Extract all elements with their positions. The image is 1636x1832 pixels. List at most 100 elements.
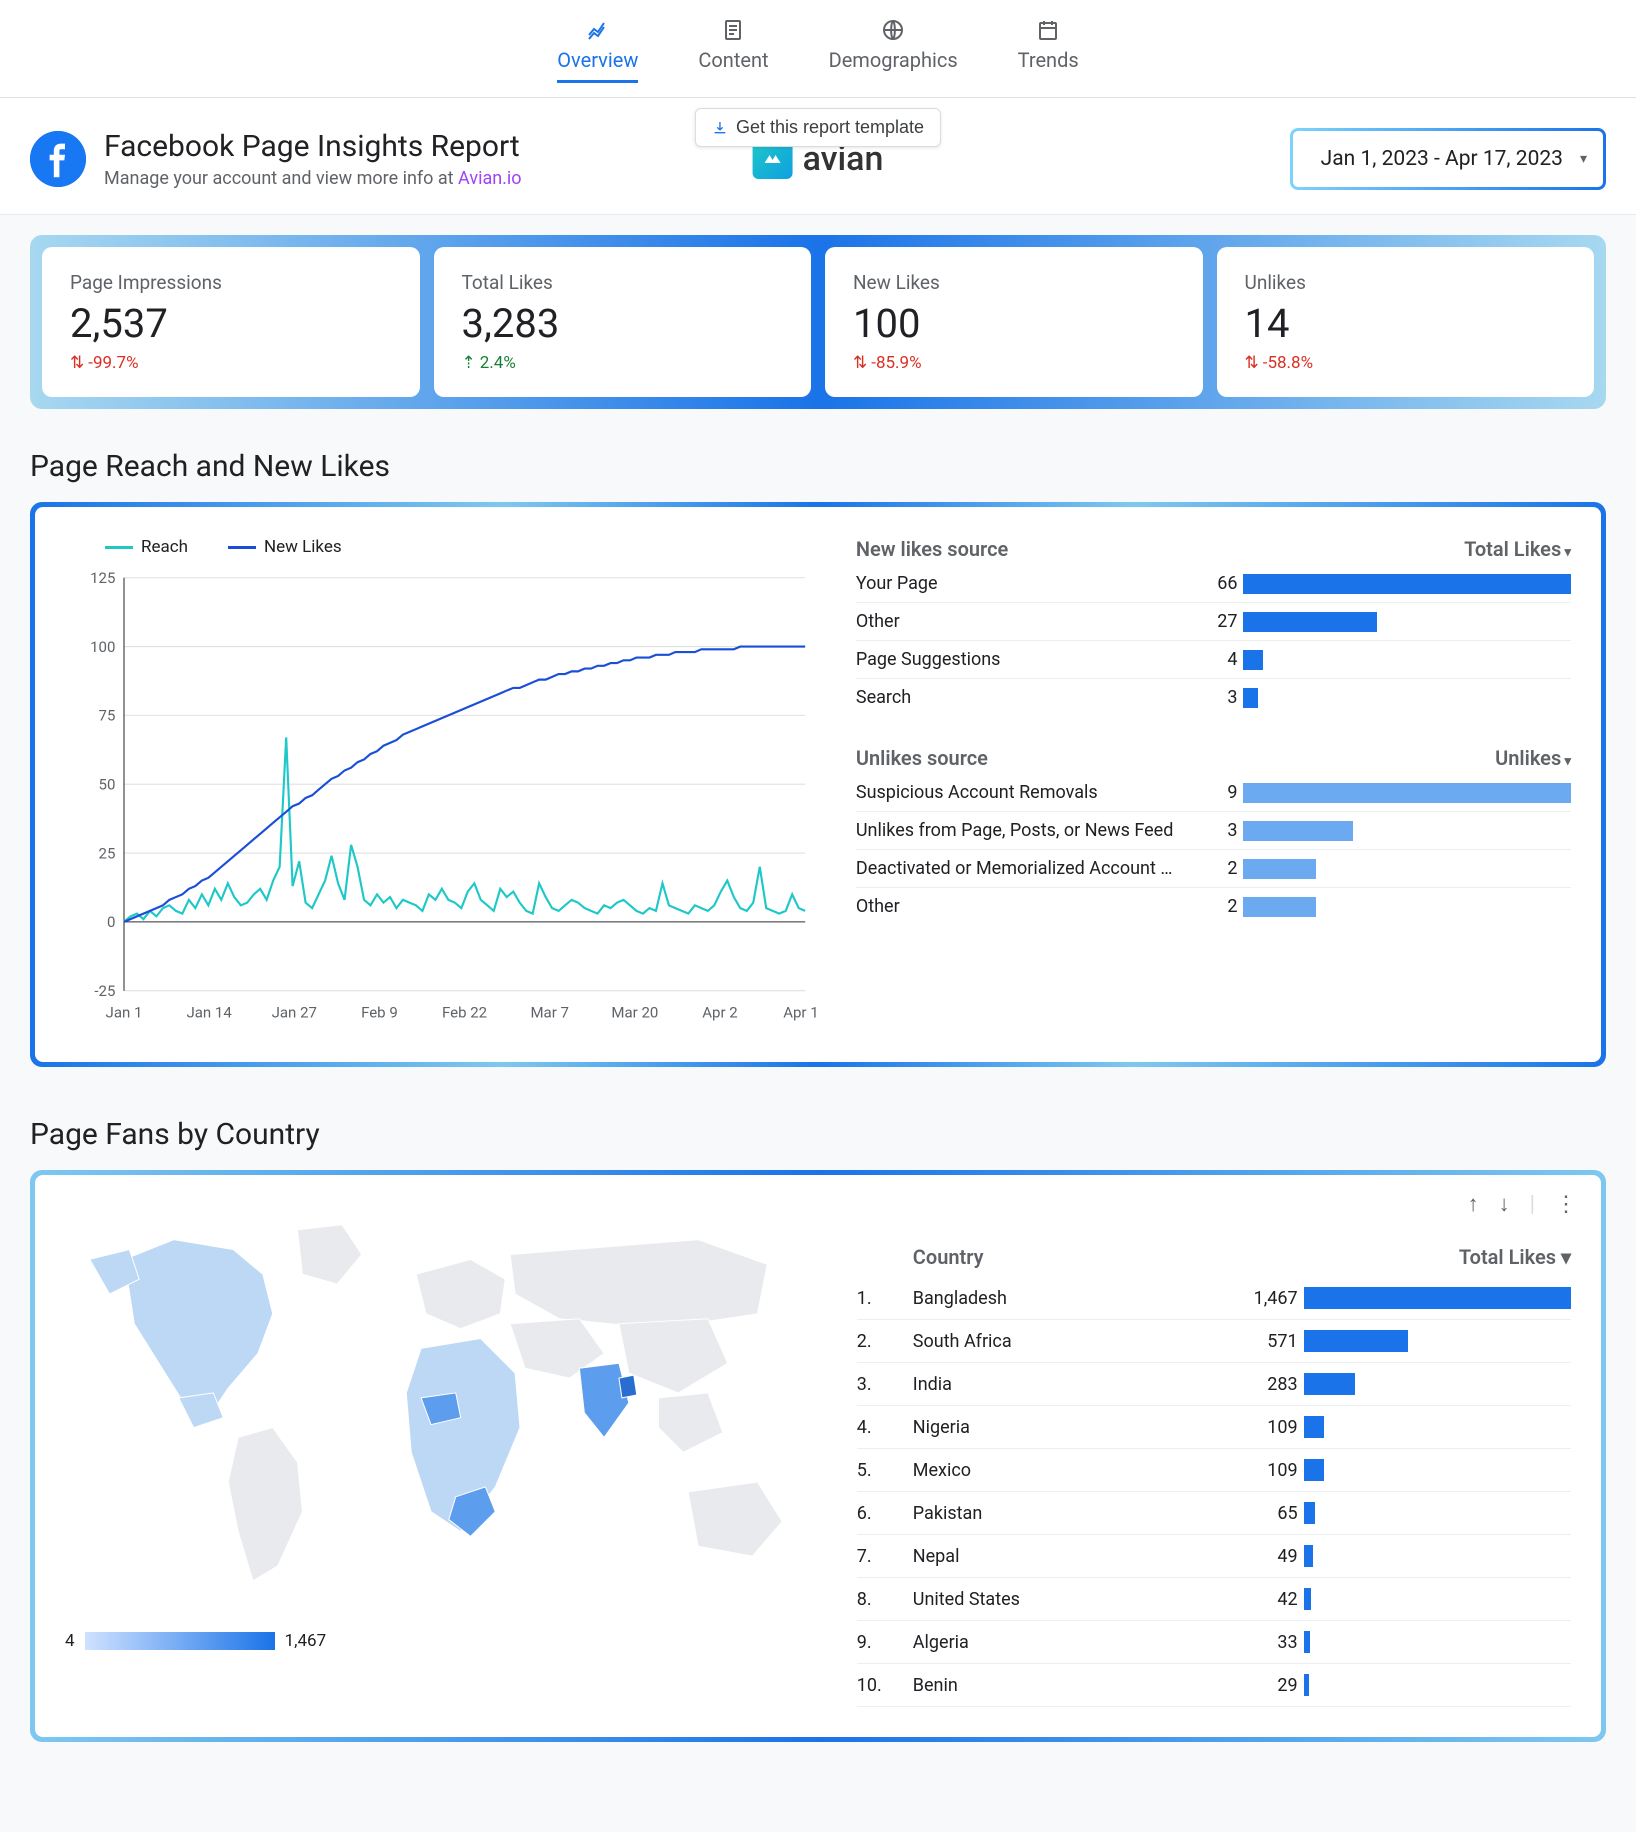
country-bar-fill (1304, 1330, 1408, 1352)
map-legend-min: 4 (65, 1631, 75, 1651)
country-panel: ↑ ↓ | ⋮ 4 1,467 Country Total Likes ▾ 1.… (30, 1170, 1606, 1742)
tab-label: Content (698, 48, 768, 72)
bar-track (1243, 859, 1571, 879)
facebook-logo (30, 131, 86, 187)
bar-header-right[interactable]: Unlikes (1495, 746, 1571, 770)
country-bar-fill (1304, 1588, 1312, 1610)
stat-card: Unlikes 14 ⇅ -58.8% (1217, 247, 1595, 397)
avian-link[interactable]: Avian.io (458, 168, 522, 189)
country-rank: 6. (857, 1503, 913, 1524)
country-name: South Africa (913, 1331, 1234, 1352)
country-value: 42 (1234, 1589, 1304, 1610)
bar-value: 2 (1193, 896, 1243, 917)
bar-header-right[interactable]: Total Likes (1464, 537, 1571, 561)
svg-text:100: 100 (90, 638, 115, 656)
bar-fill (1243, 897, 1316, 917)
stat-delta: ⇅ -85.9% (853, 353, 1175, 373)
stat-card: Page Impressions 2,537 ⇅ -99.7% (42, 247, 420, 397)
country-bar-track (1304, 1459, 1571, 1481)
country-bar-fill (1304, 1631, 1310, 1653)
bar-row: Search 3 (856, 679, 1571, 716)
stat-card: Total Likes 3,283 ⇡ 2.4% (434, 247, 812, 397)
ct-header-country: Country (913, 1245, 1272, 1269)
svg-text:Jan 27: Jan 27 (272, 1004, 317, 1022)
country-row: 2. South Africa 571 (857, 1320, 1571, 1363)
country-name: Pakistan (913, 1503, 1234, 1524)
report-title: Facebook Page Insights Report (104, 129, 522, 164)
country-value: 1,467 (1234, 1288, 1304, 1309)
svg-text:Apr 2: Apr 2 (702, 1004, 737, 1022)
bar-value: 9 (1193, 782, 1243, 803)
legend-item: New Likes (228, 537, 342, 557)
map-legend-gradient (85, 1632, 275, 1650)
svg-text:25: 25 (99, 844, 116, 862)
bar-track (1243, 650, 1571, 670)
calendar-icon (1036, 18, 1060, 42)
get-template-button[interactable]: Get this report template (695, 108, 941, 147)
more-menu-icon[interactable]: ⋮ (1555, 1192, 1577, 1217)
tab-label: Trends (1018, 48, 1079, 72)
tab-demographics[interactable]: Demographics (829, 18, 958, 83)
bar-value: 2 (1193, 858, 1243, 879)
svg-text:Feb 9: Feb 9 (361, 1004, 398, 1022)
country-bar-fill (1304, 1674, 1309, 1696)
map-legend: 4 1,467 (65, 1631, 817, 1651)
tab-trends[interactable]: Trends (1018, 18, 1079, 83)
svg-text:Apr 15: Apr 15 (783, 1004, 816, 1022)
country-bar-track (1304, 1373, 1571, 1395)
sort-desc-icon[interactable]: ↓ (1499, 1191, 1510, 1217)
country-table-header: Country Total Likes ▾ (857, 1245, 1571, 1277)
svg-text:0: 0 (107, 913, 115, 931)
svg-text:Jan 1: Jan 1 (106, 1004, 143, 1022)
globe-icon (881, 18, 905, 42)
stat-label: Total Likes (462, 271, 784, 294)
bar-label: Unlikes from Page, Posts, or News Feed (856, 820, 1194, 841)
country-row: 6. Pakistan 65 (857, 1492, 1571, 1535)
download-icon (712, 120, 728, 136)
document-icon (721, 18, 745, 42)
country-bar-track (1304, 1631, 1571, 1653)
bar-label: Suspicious Account Removals (856, 782, 1194, 803)
svg-text:Mar 20: Mar 20 (611, 1004, 658, 1022)
section-title-country: Page Fans by Country (30, 1117, 1606, 1152)
bar-fill (1243, 821, 1352, 841)
country-name: Bangladesh (913, 1288, 1234, 1309)
stat-label: Page Impressions (70, 271, 392, 294)
country-bar-fill (1304, 1459, 1324, 1481)
stat-value: 14 (1245, 300, 1567, 347)
country-value: 571 (1234, 1331, 1304, 1352)
country-value: 29 (1234, 1675, 1304, 1696)
template-button-label: Get this report template (736, 117, 924, 138)
bar-fill (1243, 859, 1316, 879)
country-row: 1. Bangladesh 1,467 (857, 1277, 1571, 1320)
country-rank: 7. (857, 1546, 913, 1567)
map-legend-max: 1,467 (285, 1631, 327, 1651)
bar-row: Page Suggestions 4 (856, 641, 1571, 679)
bar-label: Other (856, 611, 1194, 632)
legend-item: Reach (105, 537, 188, 557)
bar-track (1243, 574, 1571, 594)
bar-label: Other (856, 896, 1194, 917)
country-rank: 9. (857, 1632, 913, 1653)
svg-text:Mar 7: Mar 7 (530, 1004, 569, 1022)
panel-actions: ↑ ↓ | ⋮ (1468, 1191, 1577, 1217)
date-range-picker[interactable]: Jan 1, 2023 - Apr 17, 2023 (1290, 128, 1606, 190)
country-value: 49 (1234, 1546, 1304, 1567)
top-tabs: Overview Content Demographics Trends (0, 0, 1636, 98)
country-row: 5. Mexico 109 (857, 1449, 1571, 1492)
country-rank: 3. (857, 1374, 913, 1395)
bar-fill (1243, 783, 1571, 803)
bar-value: 66 (1193, 573, 1243, 594)
bar-row: Deactivated or Memorialized Account Re… … (856, 850, 1571, 888)
chart-legend: Reach New Likes (105, 537, 816, 557)
ct-header-likes[interactable]: Total Likes ▾ (1272, 1245, 1571, 1269)
country-row: 8. United States 42 (857, 1578, 1571, 1621)
sort-asc-icon[interactable]: ↑ (1468, 1191, 1479, 1217)
tab-overview[interactable]: Overview (557, 18, 638, 83)
bar-header-left: New likes source (856, 537, 1008, 561)
country-rank: 1. (857, 1288, 913, 1309)
svg-text:Jan 14: Jan 14 (186, 1004, 232, 1022)
bar-track (1243, 783, 1571, 803)
country-bar-track (1304, 1416, 1571, 1438)
tab-content[interactable]: Content (698, 18, 768, 83)
